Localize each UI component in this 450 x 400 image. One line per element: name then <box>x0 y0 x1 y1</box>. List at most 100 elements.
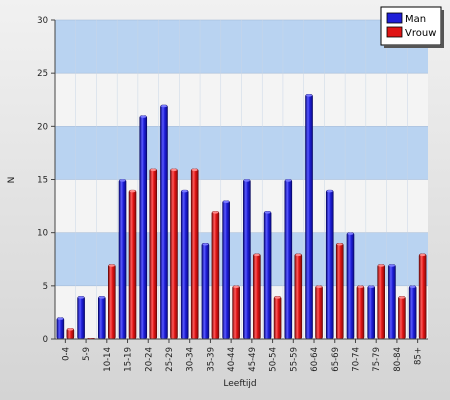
bar-cap <box>306 94 313 97</box>
y-tick-label: 30 <box>37 16 48 26</box>
gridlines <box>55 19 428 340</box>
bar-cap <box>388 264 395 267</box>
bar-man <box>243 179 251 340</box>
bar-cap <box>253 253 260 257</box>
bar-vrouw <box>377 264 385 340</box>
bar-vrouw <box>294 253 303 340</box>
bar-cap <box>398 296 405 299</box>
bar-cap <box>357 285 364 289</box>
x-tick-label: 25-29 <box>165 347 175 372</box>
bar-man <box>346 232 355 340</box>
bar-cap <box>243 179 250 182</box>
bar-vrouw <box>211 211 220 340</box>
bar-vrouw <box>273 296 282 340</box>
bar-vrouw <box>335 243 344 340</box>
bar-cap <box>129 189 136 193</box>
bar-man <box>180 189 189 340</box>
bar-cap <box>368 285 375 289</box>
bar-cap <box>119 179 126 182</box>
bar-man <box>408 285 417 340</box>
bar-vrouw <box>108 264 116 340</box>
bar-cap <box>181 189 188 193</box>
bar-cap <box>274 296 281 299</box>
x-tick-label: 60-64 <box>310 347 320 372</box>
bar-cap <box>57 317 64 320</box>
bar-cap <box>212 211 219 214</box>
x-tick-label: 70-74 <box>351 347 361 372</box>
bar-man <box>263 211 272 340</box>
bar-vrouw <box>170 168 178 340</box>
x-axis-title: Leeftijd <box>223 379 256 389</box>
y-tick-label: 10 <box>37 229 48 239</box>
bar-cap <box>419 253 426 257</box>
bar-cap <box>202 243 209 246</box>
bars <box>56 94 427 340</box>
x-tick-label: 20-24 <box>144 347 154 372</box>
bar-vrouw <box>149 168 158 340</box>
bar-man <box>77 296 85 340</box>
bar-vrouw <box>315 285 323 340</box>
bar-cap <box>378 264 385 267</box>
bar-cap <box>223 200 230 203</box>
bar-cap <box>326 189 333 193</box>
bar-vrouw <box>418 253 427 340</box>
x-tick-label: 40-44 <box>227 347 237 372</box>
bar-cap <box>285 179 292 182</box>
x-axis: 0-4 5-9 10-14 15-19 20-24 25-29 30-34 35-39 40-4… <box>55 338 428 372</box>
bar-vrouw <box>128 189 137 340</box>
bar-man <box>367 285 375 340</box>
bar-man <box>56 317 65 340</box>
bar-cap <box>409 285 416 289</box>
x-tick-label: 55-59 <box>289 347 299 372</box>
bar-vrouw <box>356 285 365 340</box>
y-tick-label: 20 <box>37 122 48 132</box>
x-tick-label: 45-49 <box>248 347 258 372</box>
x-tick-label: 75-79 <box>372 347 382 372</box>
x-tick-label: 50-54 <box>269 347 279 372</box>
bar-cap <box>295 253 302 257</box>
y-tick-label: 15 <box>37 176 48 186</box>
bar-man <box>305 94 313 340</box>
bar-vrouw <box>232 285 240 340</box>
x-tick-label: 15-19 <box>124 347 134 372</box>
y-axis-title: N <box>7 177 17 184</box>
bar-man <box>118 179 127 340</box>
bar-vrouw <box>253 253 261 340</box>
legend-shadow-bottom <box>384 45 444 48</box>
bar-cap <box>140 115 147 118</box>
y-tick-label: 5 <box>43 282 48 292</box>
bar-vrouw <box>398 296 406 340</box>
y-tick-label: 0 <box>43 335 48 345</box>
bar-cap <box>78 296 85 299</box>
bar-man <box>201 243 210 340</box>
x-tick-label: 30-34 <box>186 347 196 372</box>
bar-cap <box>108 264 115 267</box>
bar-cap <box>67 328 74 331</box>
x-tick-label: 10-14 <box>103 347 113 372</box>
bar-cap <box>98 296 105 299</box>
legend: Man Vrouw <box>380 6 444 48</box>
bar-man <box>98 296 106 340</box>
bar-cap <box>316 285 323 289</box>
legend-swatch-vrouw <box>386 26 403 38</box>
bar-cap <box>347 232 354 235</box>
x-tick-label: 35-39 <box>206 347 216 372</box>
legend-shadow <box>441 10 444 48</box>
x-tick-label: 65-69 <box>331 347 341 372</box>
bar-cap <box>264 211 271 214</box>
bar-man <box>139 115 148 340</box>
bar-cap <box>233 285 240 289</box>
bar-vrouw <box>190 168 199 340</box>
legend-label-man: Man <box>405 14 426 25</box>
bar-cap <box>150 168 157 172</box>
bar-man <box>222 200 230 340</box>
y-tick-label: 25 <box>37 69 48 79</box>
bar-cap <box>170 168 177 172</box>
bar-cap <box>191 168 198 172</box>
legend-label-vrouw: Vrouw <box>405 28 436 39</box>
bar-man <box>160 104 168 340</box>
bar-cap <box>336 243 343 246</box>
x-tick-label: 5-9 <box>82 347 92 361</box>
x-tick-label: 0-4 <box>61 347 71 361</box>
